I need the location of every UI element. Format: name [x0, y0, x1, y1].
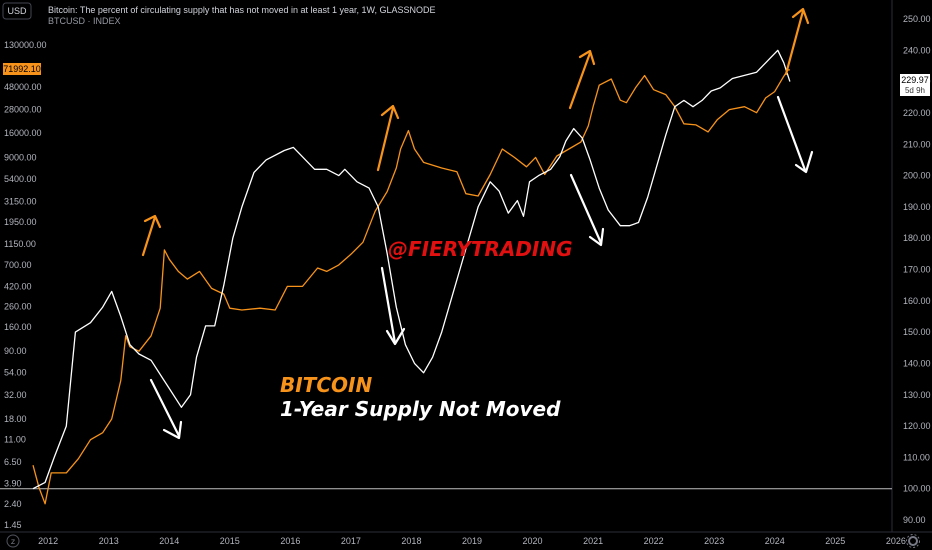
- left-axis-tick-7: 1950.00: [4, 217, 37, 227]
- left-axis-tick-8: 1150.00: [4, 239, 36, 249]
- right-axis-tick-6: 190.00: [903, 202, 931, 212]
- right-axis-tick-11: 140.00: [903, 358, 931, 368]
- time-axis-tick-5: 2017: [341, 536, 361, 546]
- right-axis-tick-16: 90.00: [903, 515, 926, 525]
- right-axis-tick-14: 110.00: [903, 452, 930, 462]
- white-down-arrow-2024: [776, 95, 814, 174]
- time-axis-tick-8: 2020: [523, 536, 543, 546]
- left-axis-tick-17: 11.00: [4, 435, 26, 445]
- left-axis-tick-21: 1.45: [4, 520, 22, 530]
- orange-up-arrow-2017: [376, 104, 400, 172]
- supply-not-moved-line: [32, 49, 791, 490]
- price-badge: 71992.10: [3, 63, 41, 75]
- settings-icon[interactable]: [906, 534, 920, 548]
- time-axis-tick-13: 2025: [825, 536, 845, 546]
- currency-button[interactable]: [2, 2, 32, 20]
- left-axis-tick-1: 48000.00: [4, 82, 42, 92]
- right-axis-tick-12: 130.00: [903, 390, 931, 400]
- time-axis-tick-3: 2015: [220, 536, 240, 546]
- left-axis-tick-16: 18.00: [4, 414, 27, 424]
- left-axis-tick-20: 2.40: [4, 499, 22, 509]
- currency-button-label: USD: [7, 6, 27, 16]
- right-axis-tick-8: 170.00: [903, 265, 931, 275]
- left-axis-tick-3: 16000.00: [4, 128, 42, 138]
- right-axis-tick-10: 150.00: [903, 327, 931, 337]
- right-axis-tick-1: 240.00: [903, 45, 931, 55]
- orange-up-arrow-2013: [141, 214, 162, 257]
- annotation-arrows: [141, 7, 814, 440]
- left-axis-tick-0: 130000.00: [4, 40, 47, 50]
- right-axis-tick-5: 200.00: [903, 171, 931, 181]
- time-axis-tick-12: 2024: [765, 536, 785, 546]
- right-axis-tick-4: 210.00: [903, 139, 931, 149]
- white-down-arrow-2014: [149, 378, 183, 440]
- time-axis-tick-2: 2014: [159, 536, 179, 546]
- watermark-text: @FIERYTRADING: [388, 237, 573, 261]
- right-value-badge: 229.97 5d 9h: [900, 74, 930, 96]
- right-axis-tick-7: 180.00: [903, 233, 931, 243]
- left-axis-tick-11: 260.00: [4, 302, 32, 312]
- time-axis-tick-1: 2013: [99, 536, 119, 546]
- orange-up-arrow-2024: [784, 7, 810, 76]
- left-axis-tick-9: 700.00: [4, 260, 32, 270]
- left-axis-tick-14: 54.00: [4, 368, 27, 378]
- chart-title: Bitcoin: The percent of circulating supp…: [48, 5, 436, 15]
- left-axis-tick-10: 420.00: [4, 281, 32, 291]
- annotation-title-supply: 1-Year Supply Not Moved: [280, 397, 561, 421]
- right-badge-value: 229.97: [901, 75, 929, 85]
- white-down-arrow-2018: [380, 266, 406, 346]
- time-axis[interactable]: 2012 2013 2014 2015 2016 2017 2018 2019 2020 2021…: [38, 536, 906, 546]
- right-axis-tick-15: 100.00: [903, 484, 931, 494]
- left-axis-tick-4: 9000.00: [4, 152, 37, 162]
- time-axis-tick-6: 2018: [401, 536, 421, 546]
- series-layer: [32, 49, 791, 505]
- time-axis-tick-10: 2022: [644, 536, 664, 546]
- time-axis-tick-7: 2019: [462, 536, 482, 546]
- time-axis-tick-14: 2026: [886, 536, 906, 546]
- time-axis-tick-9: 2021: [583, 536, 603, 546]
- chart-header: USD Bitcoin: The percent of circulating …: [2, 2, 436, 26]
- z-icon[interactable]: z: [6, 534, 20, 548]
- price-badge-value: 71992.10: [3, 64, 41, 74]
- left-axis-tick-12: 160.00: [4, 322, 32, 332]
- annotation-title-bitcoin: BITCOIN: [280, 373, 372, 397]
- right-badge-time: 5d 9h: [905, 86, 925, 95]
- right-axis-tick-9: 160.00: [903, 296, 931, 306]
- left-axis-tick-19: 3.90: [4, 478, 22, 488]
- time-axis-tick-4: 2016: [280, 536, 300, 546]
- right-axis-tick-0: 250.00: [903, 14, 931, 24]
- left-axis-tick-2: 28000.00: [4, 105, 42, 115]
- right-badge-bg: [900, 74, 930, 96]
- left-axis-tick-18: 6.50: [4, 457, 22, 467]
- time-axis-tick-11: 2023: [704, 536, 724, 546]
- orange-up-arrow-2020: [568, 49, 596, 110]
- left-axis-tick-6: 3150.00: [4, 197, 37, 207]
- right-value-axis[interactable]: 250.00240.00230.00220.00210.00200.00190.…: [903, 14, 931, 525]
- right-axis-tick-13: 120.00: [903, 421, 931, 431]
- chart-subtitle: BTCUSD · INDEX: [48, 16, 121, 26]
- left-axis-tick-5: 5400.00: [4, 174, 37, 184]
- left-price-axis[interactable]: 130000.00 48000.00 28000.00 16000.00 9000.00…: [4, 40, 47, 530]
- time-axis-tick-0: 2012: [38, 536, 58, 546]
- price-badge-bg: [3, 63, 41, 75]
- right-axis-tick-3: 220.00: [903, 108, 931, 118]
- left-axis-tick-13: 90.00: [4, 346, 27, 356]
- left-axis-tick-15: 32.00: [4, 390, 27, 400]
- btc-price-line: [32, 69, 790, 505]
- white-down-arrow-2021: [569, 173, 605, 247]
- svg-text:z: z: [11, 537, 15, 546]
